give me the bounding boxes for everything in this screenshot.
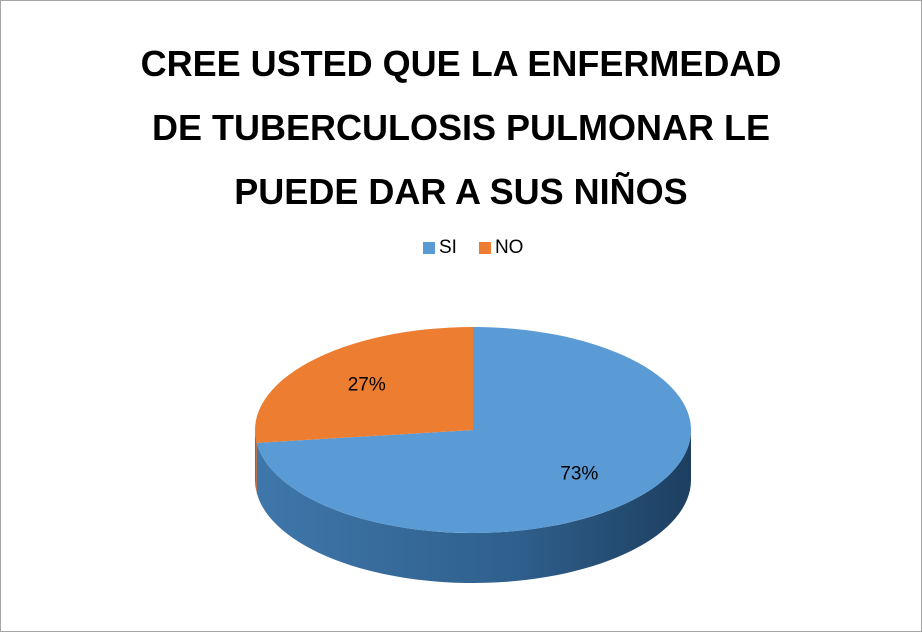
data-label: 73% [560,463,598,484]
slice-side [256,430,691,584]
legend-label: SI [439,237,457,258]
chart-title: CREE USTED QUE LA ENFERMEDAD DE TUBERCUL… [140,43,782,212]
data-label: 27% [348,375,386,396]
slice [256,327,691,533]
legend-swatch [478,242,491,254]
legend-label: NO [495,237,524,258]
slice-side [255,430,257,493]
slice [254,327,473,443]
legend-swatch [423,242,435,254]
